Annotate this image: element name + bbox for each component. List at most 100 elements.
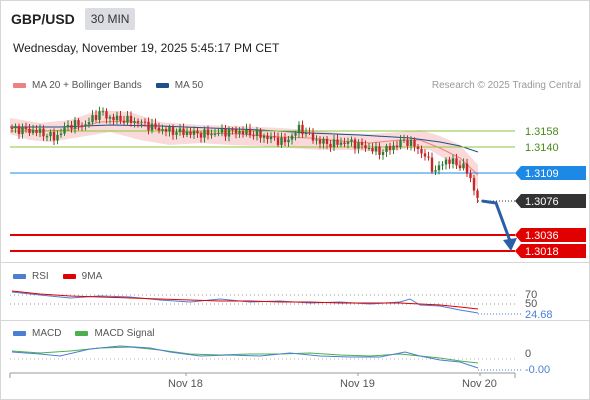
candle-body — [45, 136, 49, 138]
candle-body — [360, 142, 364, 146]
candle-body — [196, 130, 199, 134]
candle-body — [154, 123, 157, 128]
rsi-value-label: 24.68 — [525, 309, 553, 321]
price-tag-target-2: 1.3018 — [515, 244, 586, 258]
candle-body — [28, 128, 31, 134]
candle-body — [164, 128, 168, 132]
legend-ma20-bollinger: MA 20 + Bollinger Bands — [13, 80, 142, 91]
candle-body — [238, 131, 241, 134]
legend-swatch-icon — [13, 331, 26, 336]
candle-body — [108, 116, 112, 119]
candle-body — [133, 121, 136, 123]
candle-body — [399, 140, 402, 148]
candle-body — [213, 133, 217, 135]
candle-body — [437, 165, 441, 171]
macd-line — [11, 345, 479, 369]
candle-body — [87, 122, 91, 125]
legend-macd: MACD — [13, 328, 61, 339]
candle-body — [339, 142, 343, 145]
candle-body — [101, 111, 105, 113]
candle-body — [42, 128, 45, 137]
chart-header: GBP/USD 30 MIN — [11, 8, 136, 30]
candle-body — [168, 127, 171, 132]
timeframe-button[interactable]: 30 MIN — [84, 8, 136, 30]
candle-body — [91, 115, 94, 123]
candle-body — [308, 132, 311, 134]
macd-legend: MACD MACD Signal — [13, 328, 162, 339]
candle-body — [406, 139, 409, 146]
legend-ma50: MA 50 — [155, 80, 203, 91]
legend-macd-signal: MACD Signal — [75, 328, 154, 339]
candle-body — [276, 137, 280, 145]
candle-body — [231, 129, 234, 131]
candle-body — [189, 131, 192, 135]
price-tag-label: 1.3036 — [525, 230, 559, 242]
candle-body — [84, 124, 87, 126]
candle-body — [444, 159, 448, 165]
candle-body — [80, 125, 84, 127]
candle-body — [171, 127, 175, 135]
candle-body — [112, 116, 115, 121]
candle-body — [304, 132, 308, 135]
price-tag-last: 1.3076 — [515, 194, 586, 208]
candle-body — [119, 115, 122, 121]
candle-body — [115, 115, 119, 121]
macd-value-label: -0.00 — [525, 364, 550, 376]
chart-datetime: Wednesday, November 19, 2025 5:45:17 PM … — [13, 41, 280, 55]
candle-body — [49, 132, 52, 137]
legend-swatch-icon — [13, 274, 26, 279]
candle-body — [126, 115, 129, 123]
symbol-title: GBP/USD — [11, 11, 75, 27]
bollinger-band — [10, 110, 478, 190]
candle-body — [227, 129, 231, 137]
panel-divider — [0, 320, 590, 321]
candle-body — [325, 138, 329, 144]
forecast-arrow-icon — [481, 199, 517, 251]
price-tag-target-1: 1.3036 — [515, 228, 586, 242]
candle-body — [122, 120, 126, 123]
candle-body — [224, 128, 227, 137]
candle-body — [357, 142, 360, 149]
candle-body — [241, 131, 245, 135]
candle-body — [192, 130, 196, 135]
candle-body — [350, 139, 353, 142]
legend-rsi: RSI — [13, 271, 49, 282]
candle-body — [290, 135, 294, 140]
price-tag-label: 1.3158 — [525, 126, 559, 138]
candle-body — [178, 128, 182, 133]
candle-body — [311, 132, 315, 141]
candle-body — [24, 126, 28, 129]
legend-label: MACD — [32, 328, 62, 339]
macd-zero-label: 0 — [525, 348, 531, 360]
research-credit: Research © 2025 Trading Central — [431, 80, 581, 91]
rsi-line — [11, 291, 479, 314]
candle-body — [329, 143, 332, 148]
price-tag-label: 1.3109 — [525, 168, 559, 180]
candle-body — [136, 121, 140, 123]
candle-body — [294, 133, 297, 136]
candle-body — [416, 146, 420, 149]
candle-body — [273, 136, 276, 138]
candle-body — [287, 139, 290, 143]
candle-body — [182, 128, 185, 135]
candle-body — [427, 156, 430, 158]
candle-body — [448, 159, 451, 164]
candle-body — [409, 139, 413, 146]
candle-body — [322, 138, 325, 144]
candle-body — [157, 127, 161, 131]
candle-body — [381, 152, 385, 155]
candle-body — [374, 146, 378, 152]
price-tag-1: 1.3158 — [525, 126, 559, 138]
candle-body — [269, 136, 273, 140]
candle-body — [336, 139, 339, 145]
legend-swatch-icon — [75, 331, 89, 336]
candle-body — [35, 129, 38, 133]
candle-body — [31, 129, 35, 134]
candle-body — [77, 120, 80, 126]
x-axis-label: Nov 19 — [340, 378, 375, 390]
candle-body — [458, 165, 462, 169]
candle-body — [38, 128, 42, 133]
legend-9ma: 9MA — [62, 271, 102, 282]
candle-body — [98, 111, 101, 120]
